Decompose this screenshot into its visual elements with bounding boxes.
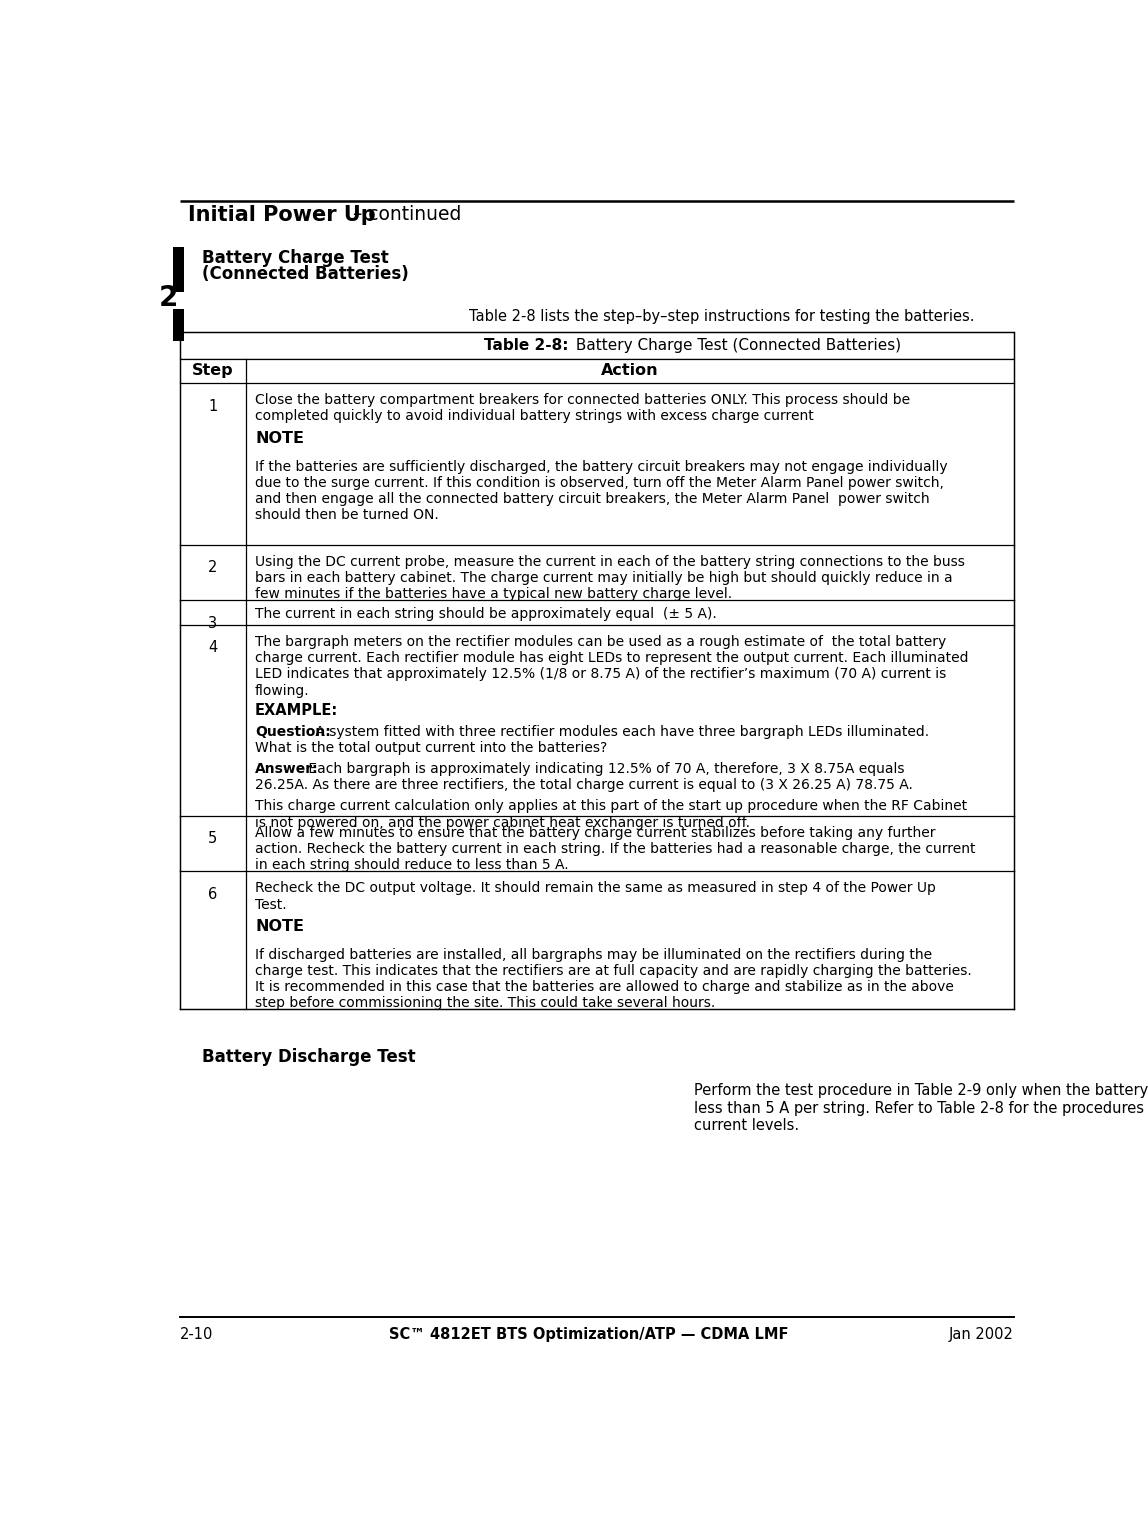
- Text: NOTE: NOTE: [255, 919, 304, 935]
- Text: Table 2-8:: Table 2-8:: [484, 337, 569, 352]
- Text: Table 2-8 lists the step–by–step instructions for testing the batteries.: Table 2-8 lists the step–by–step instruc…: [470, 308, 975, 323]
- Text: This charge current calculation only applies at this part of the start up proced: This charge current calculation only app…: [255, 800, 968, 830]
- Text: What is the total output current into the batteries?: What is the total output current into th…: [255, 741, 607, 755]
- Text: Step: Step: [192, 363, 234, 378]
- Text: Answer:: Answer:: [255, 763, 319, 777]
- Text: Action: Action: [602, 363, 659, 378]
- Text: Each bargraph is approximately indicating 12.5% of 70 A, therefore, 3 X 8.75A eq: Each bargraph is approximately indicatin…: [304, 763, 905, 777]
- Text: 4: 4: [208, 640, 217, 656]
- Text: Recheck the DC output voltage. It should remain the same as measured in step 4 o: Recheck the DC output voltage. It should…: [255, 881, 936, 912]
- Bar: [180, 332, 1014, 358]
- Text: 2-10: 2-10: [180, 1327, 214, 1342]
- Bar: [180, 358, 1014, 383]
- Text: (Connected Batteries): (Connected Batteries): [202, 265, 409, 283]
- Bar: [173, 308, 184, 342]
- Text: Battery Discharge Test: Battery Discharge Test: [202, 1048, 416, 1066]
- Text: SC™ 4812ET BTS Optimization/ATP — CDMA LMF: SC™ 4812ET BTS Optimization/ATP — CDMA L…: [389, 1327, 788, 1342]
- Text: The current in each string should be approximately equal  (± 5 A).: The current in each string should be app…: [255, 607, 716, 622]
- Text: 26.25A. As there are three rectifiers, the total charge current is equal to (3 X: 26.25A. As there are three rectifiers, t…: [255, 778, 913, 792]
- Text: Initial Power Up: Initial Power Up: [188, 205, 377, 225]
- Text: 1: 1: [208, 398, 217, 414]
- Text: Question:: Question:: [255, 726, 331, 740]
- Text: 2: 2: [160, 283, 178, 313]
- Text: A system fitted with three rectifier modules each have three bargraph LEDs illum: A system fitted with three rectifier mod…: [311, 726, 929, 740]
- Text: 3: 3: [208, 616, 217, 631]
- Text: Close the battery compartment breakers for connected batteries ONLY. This proces: Close the battery compartment breakers f…: [255, 394, 910, 423]
- Text: NOTE: NOTE: [255, 430, 304, 446]
- Text: EXAMPLE:: EXAMPLE:: [255, 703, 339, 719]
- Text: If the batteries are sufficiently discharged, the battery circuit breakers may n: If the batteries are sufficiently discha…: [255, 460, 948, 522]
- Text: 5: 5: [208, 832, 217, 846]
- Text: Battery Charge Test (Connected Batteries): Battery Charge Test (Connected Batteries…: [571, 337, 901, 352]
- Text: Allow a few minutes to ensure that the battery charge current stabilizes before : Allow a few minutes to ensure that the b…: [255, 826, 976, 872]
- Bar: [173, 247, 184, 291]
- Text: – continued: – continued: [348, 205, 461, 224]
- Text: Jan 2002: Jan 2002: [949, 1327, 1014, 1342]
- Text: Battery Charge Test: Battery Charge Test: [202, 250, 388, 267]
- Text: Perform the test procedure in Table 2-9 only when the battery current is
less th: Perform the test procedure in Table 2-9 …: [693, 1083, 1148, 1134]
- Text: If discharged batteries are installed, all bargraphs may be illuminated on the r: If discharged batteries are installed, a…: [255, 948, 972, 1011]
- Text: 6: 6: [208, 887, 217, 902]
- Text: Using the DC current probe, measure the current in each of the battery string co: Using the DC current probe, measure the …: [255, 555, 965, 602]
- Text: 2: 2: [208, 561, 218, 576]
- Text: The bargraph meters on the rectifier modules can be used as a rough estimate of : The bargraph meters on the rectifier mod…: [255, 636, 969, 697]
